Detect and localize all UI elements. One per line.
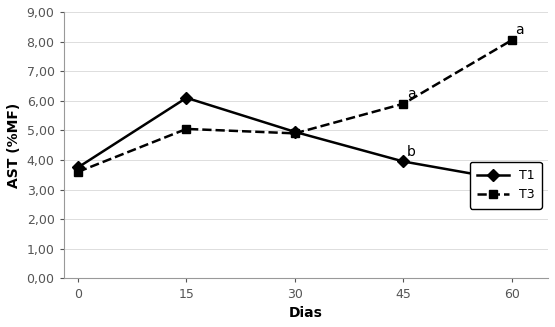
T1	[508, 179, 515, 183]
Line: T1: T1	[74, 94, 516, 185]
Legend: T1, T3: T1, T3	[470, 162, 542, 209]
Text: b: b	[516, 164, 524, 178]
T3	[508, 38, 515, 42]
Text: a: a	[516, 23, 524, 37]
T1	[291, 130, 298, 134]
T1	[75, 165, 82, 169]
Y-axis label: AST (%MF): AST (%MF)	[7, 103, 21, 188]
Line: T3: T3	[74, 36, 516, 176]
T3	[291, 131, 298, 135]
T1	[400, 160, 407, 164]
T1	[183, 96, 190, 100]
X-axis label: Dias: Dias	[289, 306, 322, 320]
Text: a: a	[407, 87, 416, 101]
Text: b: b	[407, 145, 416, 159]
T3	[75, 170, 82, 174]
T3	[400, 102, 407, 106]
T3	[183, 127, 190, 131]
